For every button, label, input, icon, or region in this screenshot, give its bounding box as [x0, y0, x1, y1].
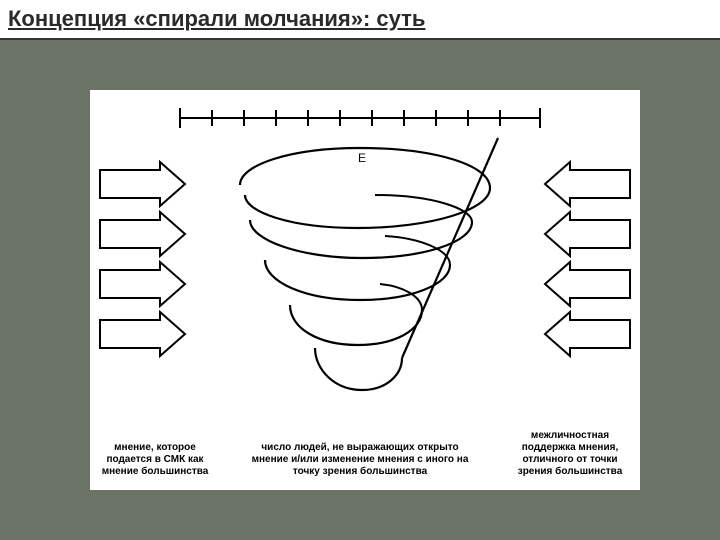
spiral-shape — [240, 138, 498, 390]
arrow-left-3 — [100, 262, 185, 306]
arrows-left-group — [100, 162, 185, 356]
arrow-left-4 — [100, 312, 185, 356]
timeline — [180, 108, 540, 128]
caption-right: межличностная поддержка мнения, отличног… — [510, 430, 630, 478]
spiral-label: Е — [358, 151, 366, 165]
arrow-left-1 — [100, 162, 185, 206]
arrows-right-group — [545, 162, 630, 356]
spiral-diagram: Е мнение, которое подается в СМК как мне… — [90, 90, 640, 490]
caption-left: мнение, которое подается в СМК как мнени… — [100, 442, 210, 478]
arrow-left-2 — [100, 212, 185, 256]
title-bar: Концепция «спирали молчания»: суть — [0, 0, 720, 40]
arrow-right-3 — [545, 262, 630, 306]
arrow-right-1 — [545, 162, 630, 206]
arrow-right-2 — [545, 212, 630, 256]
caption-center: число людей, не выражающих открыто мнени… — [245, 442, 475, 478]
arrow-right-4 — [545, 312, 630, 356]
page-title: Концепция «спирали молчания»: суть — [8, 6, 712, 32]
